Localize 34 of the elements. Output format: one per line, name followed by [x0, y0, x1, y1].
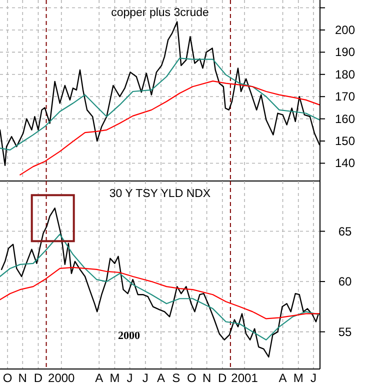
- x-tick-label: J: [310, 371, 316, 385]
- x-tick-label: D: [218, 371, 228, 385]
- x-tick-label: O: [2, 371, 12, 385]
- x-tick-label: A: [95, 371, 104, 385]
- y-tick-label: 55: [338, 324, 352, 339]
- line-series: [0, 234, 320, 340]
- y-tick-label: 160: [334, 112, 356, 126]
- y-tick-label: 60: [338, 274, 352, 289]
- x-tick-label: S: [172, 371, 180, 385]
- x-tick-label: N: [18, 371, 27, 385]
- text: copper plus 3crude: [111, 7, 209, 19]
- x-tick-label: M: [293, 371, 304, 385]
- x-tick-label: A: [278, 371, 287, 385]
- annotation: 2000: [118, 330, 140, 342]
- x-tick-label: O: [187, 371, 196, 385]
- x-tick-label: A: [157, 371, 166, 385]
- y-tick-label: 200: [334, 22, 356, 37]
- y-tick-label: 65: [338, 224, 352, 238]
- x-tick-label: N: [202, 371, 212, 385]
- x-tick-label: J: [142, 371, 148, 385]
- y-tick-label: 170: [334, 90, 356, 104]
- y-tick-label: 150: [334, 134, 356, 148]
- y-tick-label: 140: [334, 156, 356, 170]
- text: 30 Y TSY YLD NDX: [109, 188, 211, 200]
- x-tick-label: J: [126, 371, 133, 385]
- line-series: [20, 80, 320, 176]
- line-series: [0, 58, 320, 150]
- line-series: [0, 266, 320, 320]
- x-tick-label: 2000: [48, 371, 76, 385]
- x-tick-label: 2001: [231, 371, 258, 385]
- y-tick-label: 180: [334, 67, 356, 82]
- y-tick-label: 190: [334, 45, 356, 60]
- x-tick-label: D: [34, 371, 43, 385]
- x-tick-label: M: [110, 371, 120, 385]
